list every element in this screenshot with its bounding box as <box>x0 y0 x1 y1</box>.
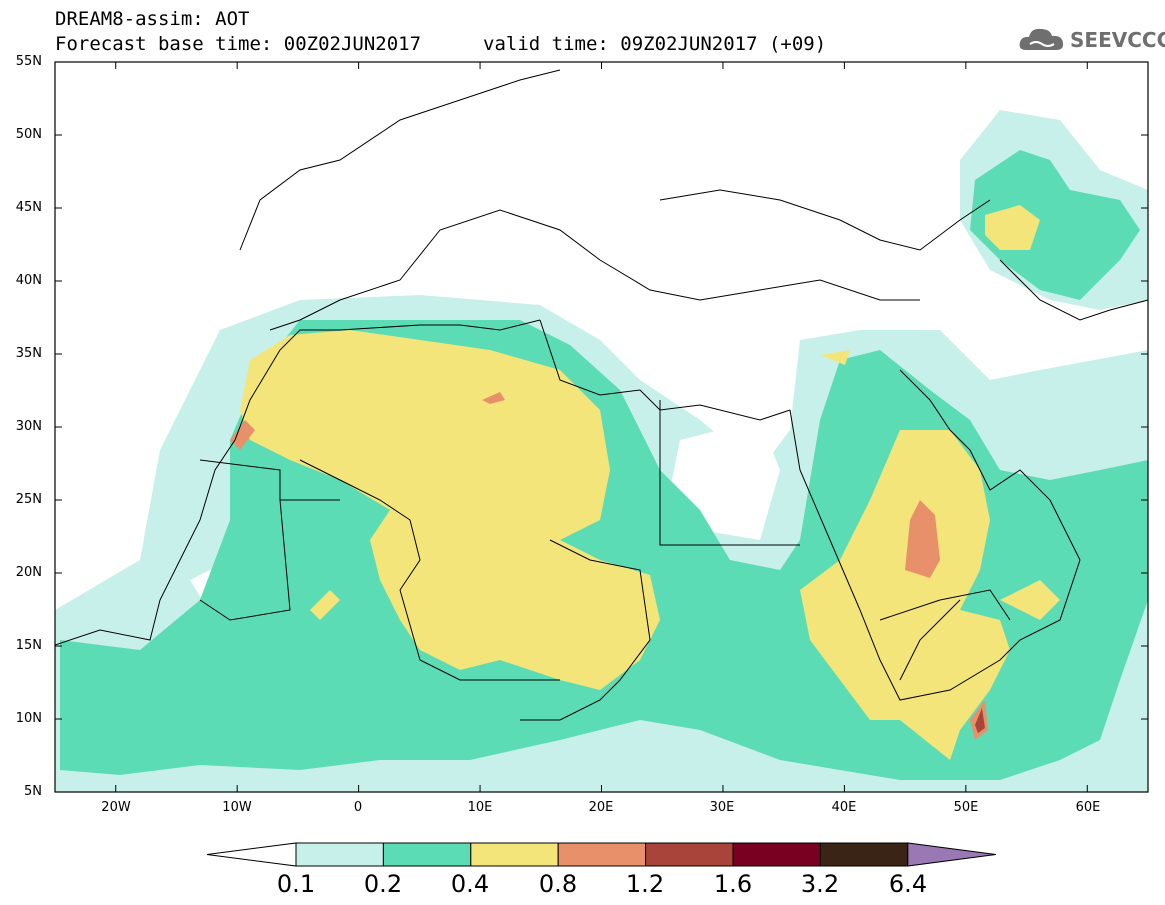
colorbar-label: 0.8 <box>538 870 578 898</box>
lat-label: 5N <box>24 784 42 799</box>
lon-label: 10E <box>467 800 493 815</box>
lon-label: 60E <box>1075 800 1101 815</box>
map-title: DREAM8-assim: AOT <box>55 8 250 30</box>
lat-label: 30N <box>15 419 42 434</box>
colorbar-label: 6.4 <box>888 870 928 898</box>
colorbar-label: 1.6 <box>713 870 753 898</box>
colorbar-label: 1.2 <box>625 870 665 898</box>
lat-label: 55N <box>15 54 42 69</box>
seevccc-logo: SEEVCCC <box>1018 24 1165 54</box>
coastlines-and-borders <box>55 69 1148 721</box>
colorbar-box <box>382 842 472 867</box>
lon-label: 50E <box>953 800 979 815</box>
colorbar-label: 0.4 <box>450 870 490 898</box>
colorbar-box <box>295 842 384 867</box>
aot-contour-1.2 <box>975 708 985 733</box>
lat-label: 50N <box>15 127 42 142</box>
logo-text: SEEVCCC <box>1070 28 1165 52</box>
lon-label: 0 <box>353 800 363 815</box>
colorbar-box <box>645 842 734 867</box>
lat-label: 40N <box>15 273 42 288</box>
lon-label: 10W <box>222 800 252 815</box>
valid-time: valid time: 09Z02JUN2017 (+09) <box>483 33 827 55</box>
aot-contour-0.4 <box>240 330 660 690</box>
lat-label: 45N <box>15 200 42 215</box>
lon-label: 40E <box>831 800 857 815</box>
forecast-base-time: Forecast base time: 00Z02JUN2017 <box>55 33 422 55</box>
colorbar-box <box>819 842 909 867</box>
colorbar-over-triangle <box>907 842 996 867</box>
cloud-icon <box>1019 28 1064 50</box>
colorbar-box <box>732 842 821 867</box>
colorbar-label: 3.2 <box>800 870 840 898</box>
lat-label: 25N <box>15 492 42 507</box>
lat-label: 35N <box>15 346 42 361</box>
colorbar-box <box>470 842 559 867</box>
lon-label: 20E <box>588 800 614 815</box>
colorbar-box <box>557 842 647 867</box>
aot-fields <box>55 110 1148 792</box>
lon-label: 20W <box>101 800 131 815</box>
lon-label: 30E <box>709 800 735 815</box>
colorbar-under-triangle <box>206 842 297 867</box>
lat-label: 20N <box>15 565 42 580</box>
axis-ticks <box>55 61 1148 793</box>
lat-label: 10N <box>15 711 42 726</box>
colorbar-label: 0.1 <box>276 870 316 898</box>
aot-contour-0.8 <box>905 500 940 578</box>
colorbar-label: 0.2 <box>363 870 403 898</box>
lat-label: 15N <box>15 638 42 653</box>
